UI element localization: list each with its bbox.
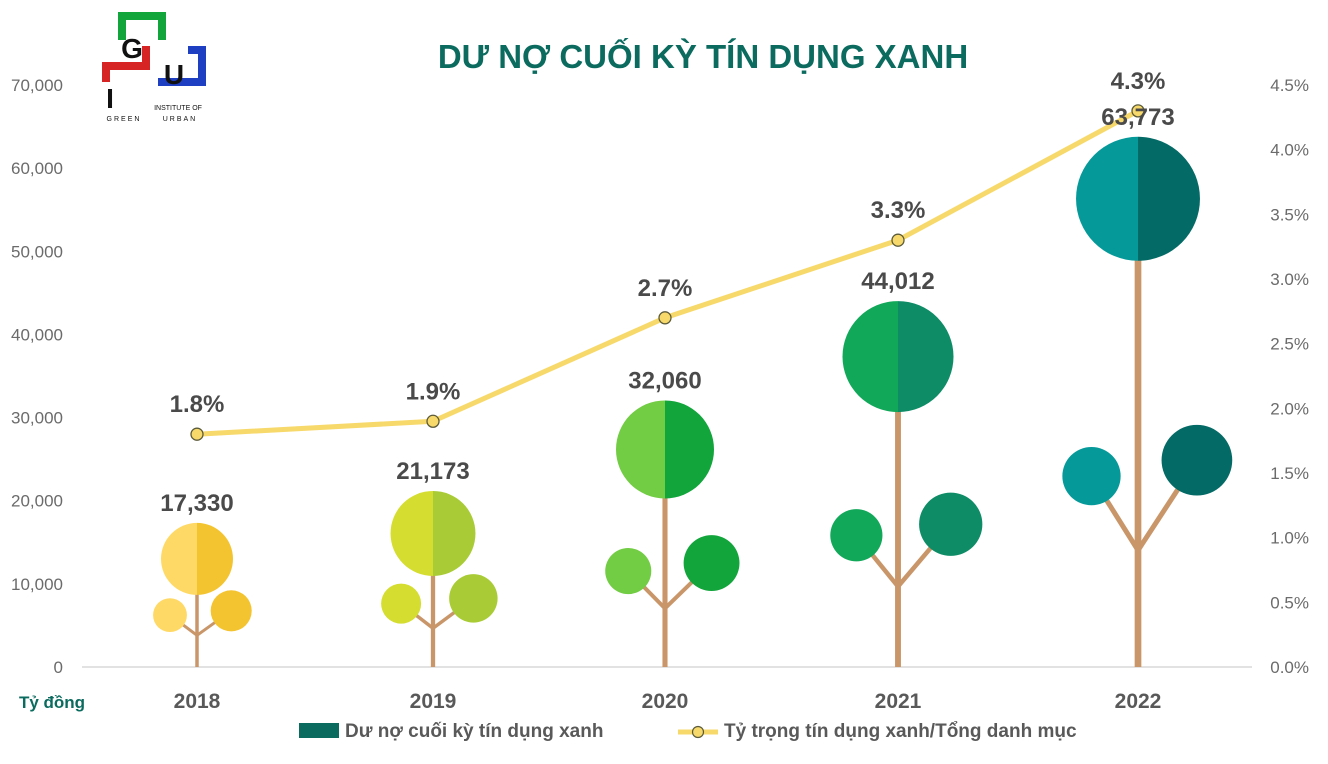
y-right-tick-label: 0.0% [1270, 658, 1309, 677]
percent-line-series [190, 104, 1145, 441]
tree-crown-small-right [683, 535, 740, 591]
logo-blue-frame [158, 46, 206, 86]
y-right-tick-label: 2.0% [1270, 399, 1309, 418]
percent-value-label: 1.8% [170, 391, 225, 418]
logo-green-bar [158, 12, 166, 40]
tree-crown-small-right [1161, 424, 1233, 496]
percent-point-2022 [1131, 104, 1145, 118]
y-left-tick-label: 10,000 [11, 575, 63, 594]
tree-crown-small-left [605, 548, 652, 595]
x-axis: 2018 2019 2020 2021 2022 [174, 690, 1162, 713]
tree-crown-main-left [842, 301, 898, 413]
x-tick-label: 2021 [875, 690, 922, 713]
y-left-tick-label: 50,000 [11, 242, 63, 261]
tree-crown-main-left [1076, 136, 1138, 261]
tree-crown-main-right [665, 400, 714, 499]
tree-crown-small-left [1062, 446, 1121, 506]
y-left-tick-label: 70,000 [11, 76, 63, 95]
logo-word-green: GREEN [107, 116, 142, 123]
logo-green-frame [118, 12, 165, 40]
legend-swatch-marker [691, 725, 705, 739]
logo: G U I INSTITUTE OF GREEN URBAN [102, 12, 206, 123]
logo-red-bar [142, 46, 150, 70]
y-left-tick-label: 0 [54, 658, 63, 677]
y-left-axis: 0 10,000 20,000 30,000 40,000 50,000 60,000 70,… [11, 76, 63, 677]
legend: Dư nợ cuối kỳ tín dụng xanh Tỷ trọng tín… [299, 721, 1077, 742]
legend-label-bar: Dư nợ cuối kỳ tín dụng xanh [345, 721, 603, 742]
logo-word-urban: URBAN [163, 116, 198, 123]
unit-label: Tỷ đồng [19, 693, 85, 712]
x-tick-label: 2019 [410, 690, 457, 713]
logo-letter-g: G [121, 33, 143, 64]
logo-tagline: INSTITUTE OF [154, 105, 202, 112]
legend-swatch-bar [299, 723, 339, 738]
tree-crown-main-right [898, 301, 954, 413]
percent-value-label: 3.3% [871, 197, 926, 224]
tree-crown-main-right [433, 490, 476, 576]
percent-point-2018 [190, 427, 204, 441]
y-right-tick-label: 4.5% [1270, 76, 1309, 95]
tree-bar-2020 [605, 400, 740, 667]
tree-crown-main-right [197, 522, 233, 595]
y-right-tick-label: 4.0% [1270, 141, 1309, 160]
percent-point-2019 [426, 414, 440, 428]
y-right-tick-label: 1.5% [1270, 464, 1309, 483]
tree-crown-small-left [381, 583, 422, 624]
y-right-tick-label: 0.5% [1270, 593, 1309, 612]
y-right-tick-label: 3.0% [1270, 270, 1309, 289]
x-tick-label: 2020 [642, 690, 689, 713]
y-left-tick-label: 60,000 [11, 159, 63, 178]
tree-crown-main-right [1138, 136, 1200, 261]
y-right-axis: 0.0% 0.5% 1.0% 1.5% 2.0% 2.5% 3.0% 3.5% 4.0% 4.5% [1270, 76, 1309, 677]
bar-value-label: 63,773 [1101, 104, 1174, 131]
tree-crown-main-left [390, 490, 433, 576]
percent-point-2021 [891, 233, 905, 247]
y-right-tick-label: 2.5% [1270, 335, 1309, 354]
bar-value-label: 44,012 [861, 268, 934, 295]
tree-crown-small-right [919, 492, 983, 556]
tree-bar-2018 [153, 522, 252, 667]
y-left-tick-label: 30,000 [11, 409, 63, 428]
percent-point-2020 [658, 311, 672, 325]
bar-value-label: 17,330 [160, 490, 233, 517]
bar-value-label: 21,173 [396, 458, 469, 485]
tree-bar-2022 [1062, 136, 1233, 667]
tree-crown-small-left [830, 509, 883, 562]
y-left-tick-label: 20,000 [11, 492, 63, 511]
data-labels: 17,330 21,173 32,060 44,012 63,773 1.8% 1.9% 2.… [160, 68, 1174, 517]
legend-label-line: Tỷ trọng tín dụng xanh/Tổng danh mục [724, 721, 1077, 742]
tree-crown-small-right [449, 574, 498, 623]
x-tick-label: 2018 [174, 690, 221, 713]
y-right-tick-label: 1.0% [1270, 529, 1309, 548]
tree-crown-small-right [210, 590, 252, 632]
chart-title: DƯ NỢ CUỐI KỲ TÍN DỤNG XANH [438, 37, 968, 75]
logo-letter-i: I [106, 83, 114, 114]
percent-value-label: 4.3% [1111, 68, 1166, 95]
tree-crown-main-left [161, 522, 197, 595]
x-tick-label: 2022 [1115, 690, 1162, 713]
tree-bar-2021 [830, 301, 983, 667]
y-right-tick-label: 3.5% [1270, 205, 1309, 224]
logo-letter-u: U [164, 59, 184, 90]
bar-value-label: 32,060 [628, 367, 701, 394]
tree-crown-main-left [616, 400, 665, 499]
logo-red-frame [102, 62, 150, 82]
tree-bars [153, 136, 1233, 667]
percent-value-label: 2.7% [638, 275, 693, 302]
percent-value-label: 1.9% [406, 378, 461, 405]
tree-bar-2019 [381, 490, 498, 667]
tree-crown-small-left [153, 598, 187, 633]
y-left-tick-label: 40,000 [11, 325, 63, 344]
